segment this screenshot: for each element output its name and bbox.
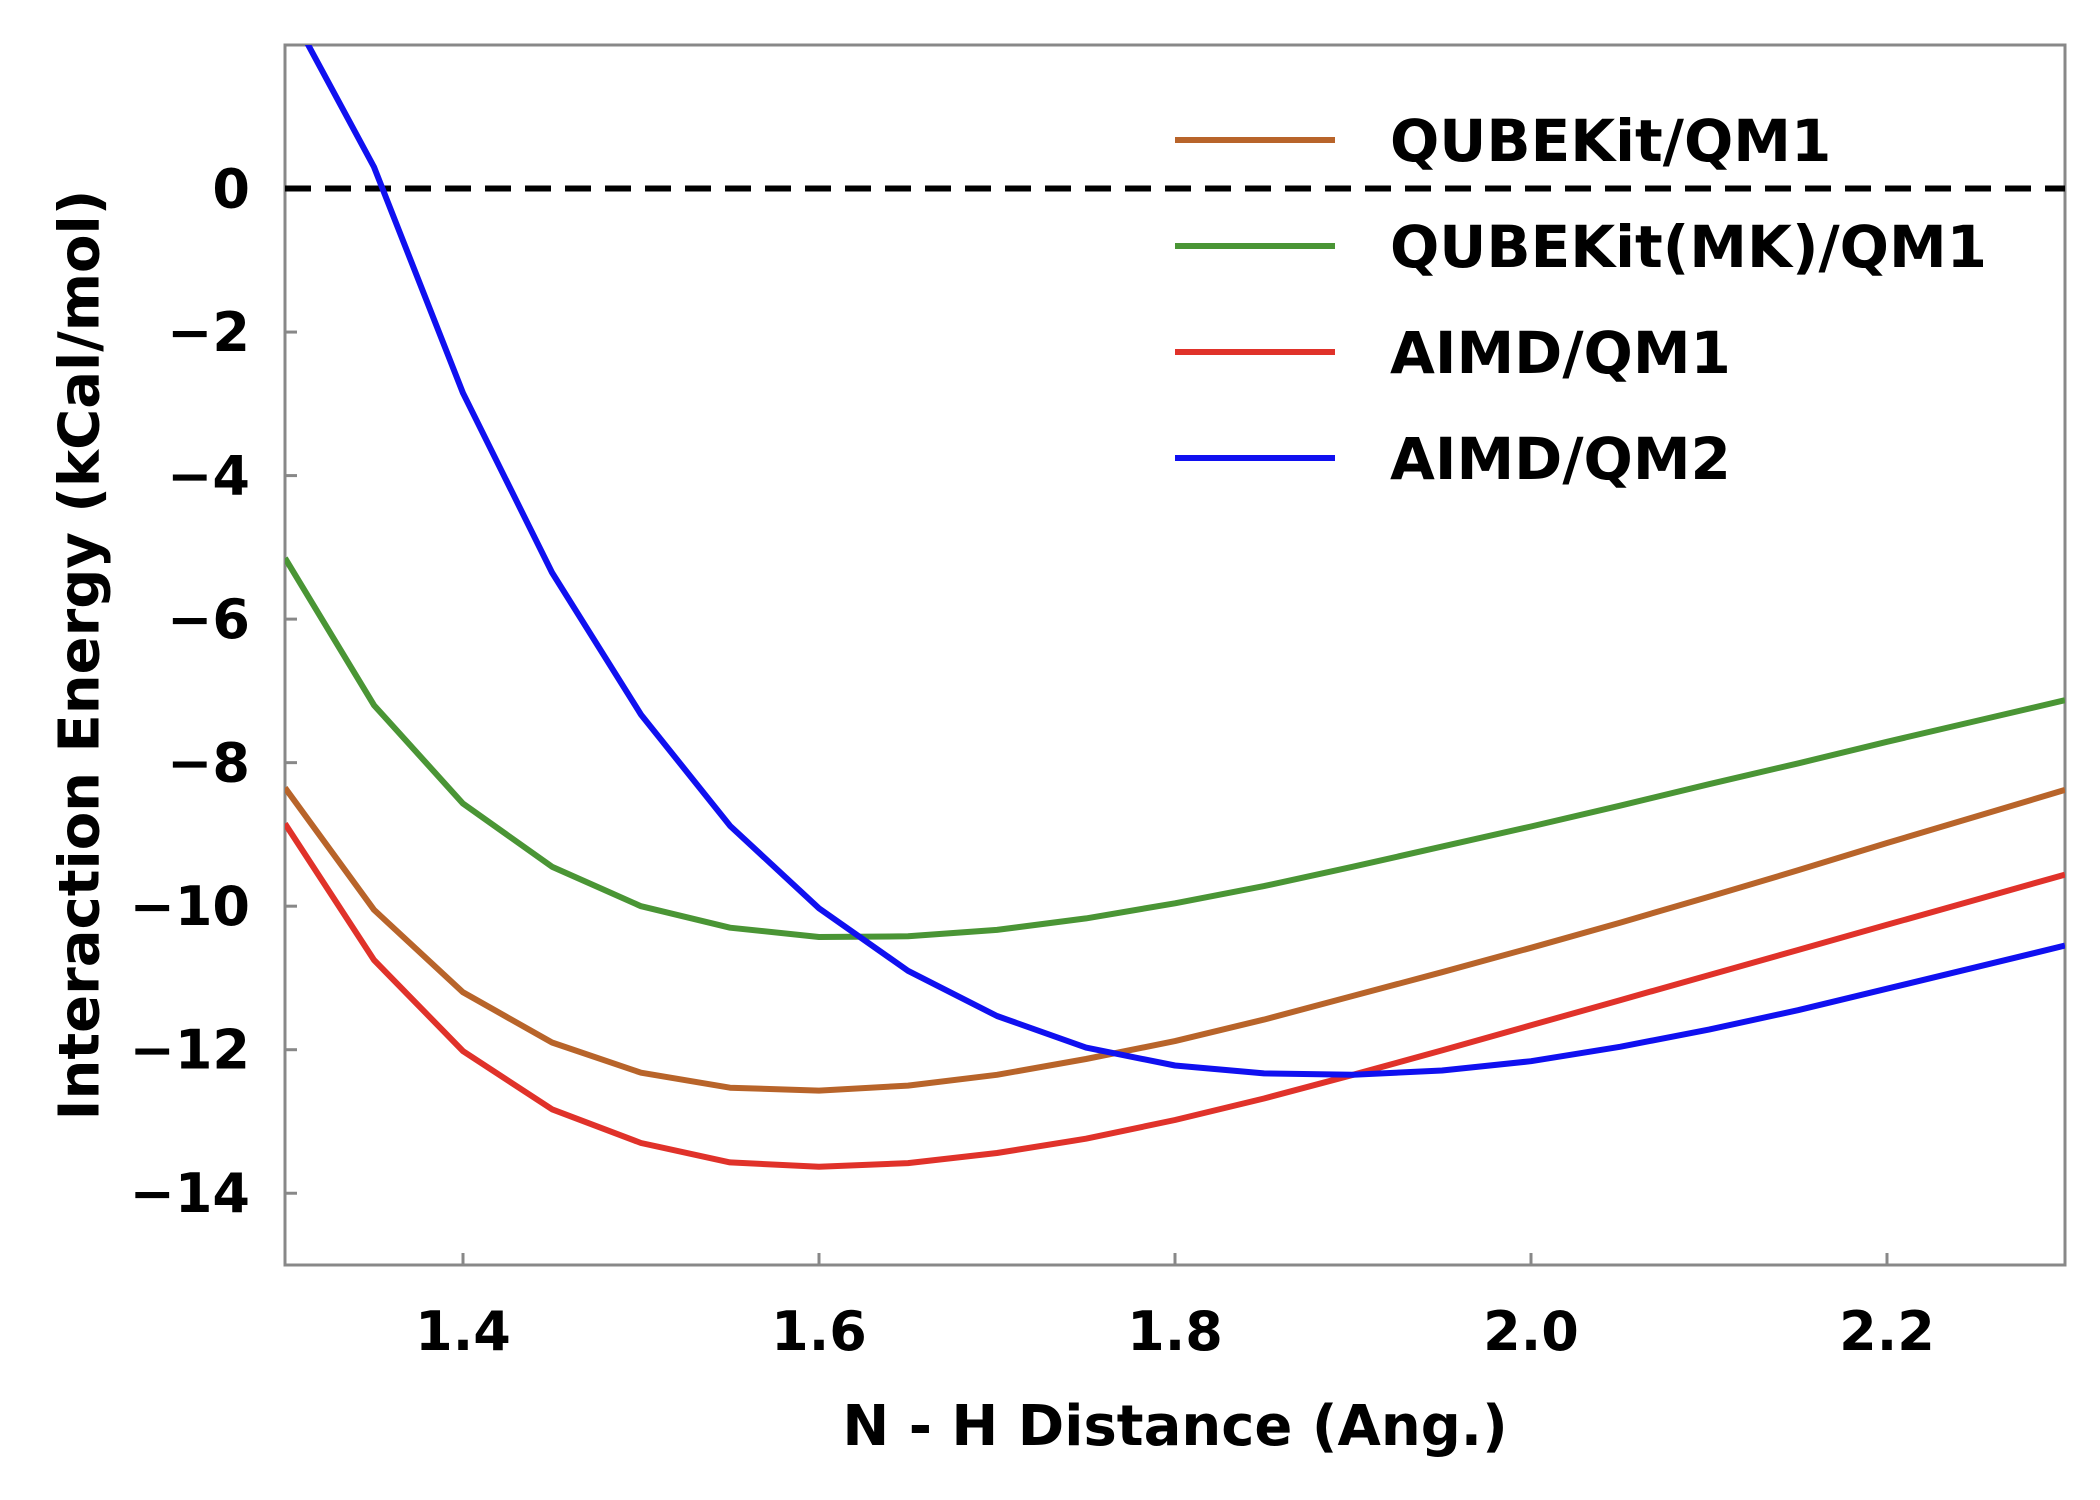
series-line-qubekit-mk-qm1 (285, 556, 2065, 940)
legend-label: QUBEKit/QM1 (1390, 107, 1831, 175)
x-tick-label: 1.8 (1127, 1300, 1223, 1363)
x-tick-label: 2.0 (1483, 1300, 1579, 1363)
series-line-aimd-qm1 (285, 821, 2065, 1170)
y-tick-label: −6 (167, 588, 250, 651)
y-tick-label: −10 (130, 875, 250, 938)
x-tick-label: 1.6 (771, 1300, 867, 1363)
legend: QUBEKit/QM1 QUBEKit(MK)/QM1 AIMD/QM1 AIMD/Q… (1175, 107, 1987, 493)
x-tick-label: 2.2 (1839, 1300, 1935, 1363)
y-tick-label: −2 (167, 301, 250, 364)
legend-label: QUBEKit(MK)/QM1 (1390, 213, 1987, 281)
y-tick-label: −12 (130, 1019, 250, 1082)
legend-label: AIMD/QM1 (1390, 319, 1731, 387)
x-axis-title: N - H Distance (Ang.) (842, 1394, 1507, 1459)
series-lines (285, 45, 2065, 1170)
series-line-qubekit-qm1 (285, 786, 2065, 1094)
legend-label: AIMD/QM2 (1390, 425, 1731, 493)
axis-ticks: 1.4 1.6 1.8 2.0 2.2 0 −2 −4 −6 −8 −10 −12 −14 (130, 158, 1935, 1363)
y-axis-title: Interaction Energy (kCal/mol) (48, 190, 113, 1121)
x-tick-label: 1.4 (415, 1300, 511, 1363)
y-tick-label: −8 (167, 732, 250, 795)
series-line-aimd-qm2 (304, 45, 2065, 1078)
y-tick-label: −4 (167, 445, 250, 508)
y-tick-label: −14 (130, 1162, 250, 1225)
y-tick-label: 0 (212, 158, 250, 221)
